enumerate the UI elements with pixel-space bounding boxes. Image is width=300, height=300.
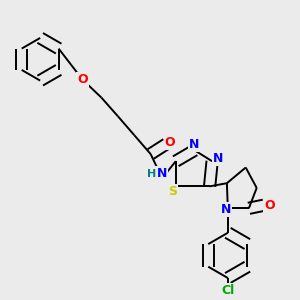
Text: N: N — [189, 138, 200, 151]
Text: S: S — [168, 184, 177, 198]
Text: N: N — [156, 167, 167, 180]
Text: Cl: Cl — [221, 284, 234, 297]
Text: O: O — [165, 136, 176, 149]
Text: H: H — [147, 169, 156, 179]
Text: O: O — [77, 73, 88, 86]
Text: N: N — [213, 152, 223, 165]
Text: N: N — [221, 203, 231, 216]
Text: O: O — [264, 199, 275, 212]
